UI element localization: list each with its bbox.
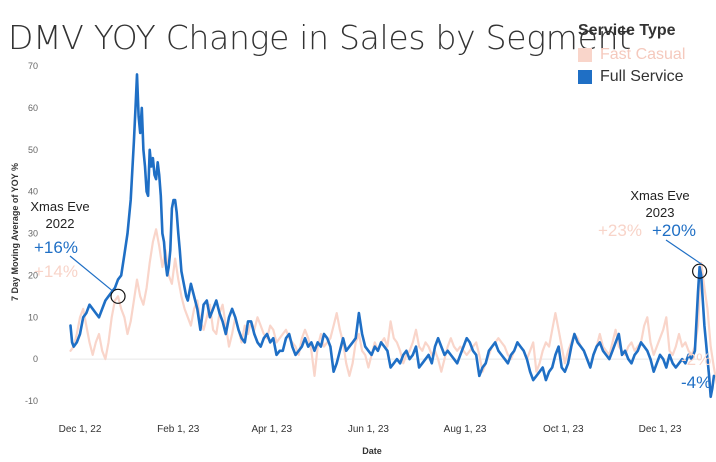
y-tick-label: -10 bbox=[25, 396, 38, 406]
y-axis-title: 7 Day Moving Average of YOY % bbox=[10, 163, 20, 301]
xmas-2023-heading-line2: 2023 bbox=[646, 205, 675, 220]
xmas-2023-marker bbox=[692, 263, 708, 279]
y-tick-label: 50 bbox=[28, 145, 38, 155]
legend: Service Type Fast Casual Full Service bbox=[578, 22, 685, 90]
xmas-2023-leader bbox=[665, 239, 702, 265]
legend-title: Service Type bbox=[578, 22, 676, 39]
xmas-2022-fast-label: +14% bbox=[34, 262, 78, 281]
series-line-fast-casual bbox=[69, 228, 716, 385]
end-fast-label: -2% bbox=[681, 350, 711, 369]
legend-label-full-service: Full Service bbox=[600, 68, 684, 85]
x-tick-labels: Dec 1, 22 Feb 1, 23 Apr 1, 23 Jun 1, 23 Aug … bbox=[59, 424, 682, 435]
xmas-2023-heading-line1: Xmas Eve bbox=[630, 188, 689, 203]
xmas-2022-full-label: +16% bbox=[34, 238, 78, 257]
series-line-full-service bbox=[69, 73, 716, 399]
x-tick-label: Jun 1, 23 bbox=[348, 424, 390, 435]
end-full-label: -4% bbox=[681, 373, 711, 392]
legend-swatch-fast-casual bbox=[578, 48, 592, 62]
legend-item-full-service[interactable]: Full Service bbox=[578, 68, 685, 86]
x-tick-label: Aug 1, 23 bbox=[444, 424, 487, 435]
chart-title: DMV YOY Change in Sales by Segment bbox=[8, 18, 631, 57]
y-tick-label: 70 bbox=[28, 61, 38, 71]
legend-swatch-full-service bbox=[578, 70, 592, 84]
y-tick-label: 20 bbox=[28, 270, 38, 280]
y-tick-label: 10 bbox=[28, 312, 38, 322]
legend-label-fast-casual: Fast Casual bbox=[600, 46, 686, 63]
y-tick-label: 30 bbox=[28, 229, 38, 239]
xmas-2023-full-label: +20% bbox=[652, 221, 696, 240]
x-tick-label: Feb 1, 23 bbox=[157, 424, 200, 435]
legend-item-fast-casual[interactable]: Fast Casual bbox=[578, 46, 685, 64]
x-tick-label: Dec 1, 22 bbox=[59, 424, 102, 435]
x-tick-label: Oct 1, 23 bbox=[543, 424, 584, 435]
xmas-2023-fast-label: +23% bbox=[598, 221, 642, 240]
xmas-2022-leader bbox=[69, 255, 114, 292]
x-axis-title: Date bbox=[362, 446, 382, 456]
y-tick-labels: -10 0 10 20 30 40 50 60 70 bbox=[25, 61, 38, 406]
annotation-markers bbox=[69, 239, 708, 304]
y-tick-label: 60 bbox=[28, 103, 38, 113]
y-tick-label: 40 bbox=[28, 187, 38, 197]
y-tick-label: 0 bbox=[33, 354, 38, 364]
x-tick-label: Dec 1, 23 bbox=[639, 424, 682, 435]
xmas-2022-heading-line2: 2022 bbox=[46, 216, 75, 231]
xmas-2022-heading-line1: Xmas Eve bbox=[30, 199, 89, 214]
x-tick-label: Apr 1, 23 bbox=[251, 424, 292, 435]
xmas-2022-marker bbox=[110, 288, 126, 304]
series-lines bbox=[69, 73, 716, 399]
